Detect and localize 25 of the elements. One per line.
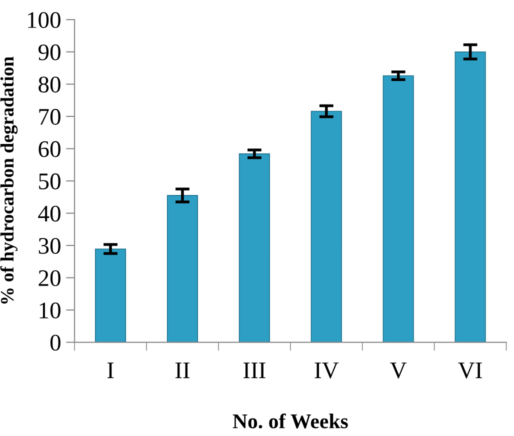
bar [238,153,270,342]
y-tick-label: 80 [38,76,60,93]
x-tick-label: II [175,362,190,378]
x-tick-label: I [107,362,114,378]
y-tick-label: 30 [38,238,60,254]
y-tick-label: 60 [38,141,60,158]
bar [454,51,486,342]
y-tick-label: 10 [40,302,60,318]
x-tick-label: IV [314,362,339,378]
x-axis-title: No. of Weeks [232,413,348,428]
bar [382,75,414,342]
y-tick-label: 0 [50,334,60,351]
y-tick-label: 40 [38,206,60,222]
bar [166,195,198,342]
x-tick-label: III [243,362,266,378]
y-tick-label: 90 [38,44,60,60]
bar [94,248,126,342]
x-tick-label: V [390,362,407,378]
y-tick-label: 20 [38,270,60,286]
x-tick-label: VI [458,362,482,378]
y-axis-title: % of hydrocarbon degradation [0,56,18,304]
bar [310,110,342,342]
y-tick-label: 70 [39,108,60,125]
y-tick-label: 100 [28,12,60,28]
y-tick-label: 50 [39,173,60,190]
